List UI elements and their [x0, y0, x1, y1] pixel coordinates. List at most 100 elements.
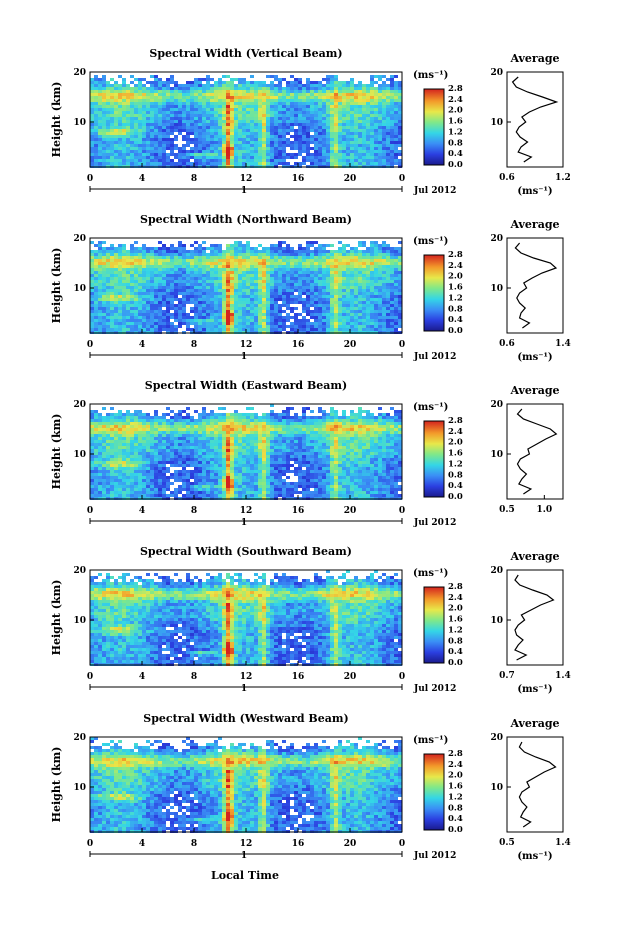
heatmap-cell — [250, 286, 254, 289]
heatmap-cell — [194, 159, 198, 162]
heatmap-cell — [198, 289, 202, 292]
heatmap-cell — [374, 265, 378, 268]
heatmap-cell — [118, 467, 122, 470]
heatmap-cell — [358, 105, 362, 108]
heatmap-cell — [286, 268, 290, 271]
heatmap-cell — [198, 99, 202, 102]
heatmap-cell — [358, 322, 362, 325]
heatmap-cell — [186, 274, 190, 277]
heatmap-cell — [106, 437, 110, 440]
heatmap-cell — [118, 322, 122, 325]
heatmap-cell — [330, 292, 334, 295]
heatmap-cell — [342, 162, 346, 165]
heatmap-cell — [250, 108, 254, 111]
heatmap-cell — [302, 265, 306, 268]
heatmap-cell — [114, 455, 118, 458]
heatmap-cell — [194, 120, 198, 123]
heatmap-cell — [94, 159, 98, 162]
heatmap-cell — [198, 93, 202, 96]
heatmap-cell — [102, 274, 106, 277]
heatmap-cell — [118, 325, 122, 328]
heatmap-cell — [378, 250, 382, 253]
heatmap-cell — [138, 138, 142, 141]
heatmap-cell — [122, 488, 126, 491]
heatmap-cell — [162, 96, 166, 99]
heatmap-cell — [350, 150, 354, 153]
heatmap-cell — [210, 316, 214, 319]
heatmap-cell — [130, 440, 134, 443]
heatmap-cell — [130, 120, 134, 123]
colorbar-tick-label: 2.0 — [448, 106, 463, 116]
heatmap-cell — [398, 135, 402, 138]
heatmap-cell — [162, 93, 166, 96]
heatmap-cell — [362, 307, 366, 310]
heatmap-cell — [258, 292, 262, 295]
heatmap-cell — [210, 277, 214, 280]
heatmap-cell — [102, 250, 106, 253]
heatmap-cell — [322, 108, 326, 111]
heatmap-cell — [166, 268, 170, 271]
heatmap-cell — [306, 313, 310, 316]
heatmap-cell — [338, 84, 342, 87]
heatmap-cell — [218, 144, 222, 147]
heatmap-cell — [150, 111, 154, 114]
heatmap-cell — [358, 126, 362, 129]
heatmap-cell — [374, 156, 378, 159]
heatmap-cell — [298, 244, 302, 247]
heatmap-cell — [246, 259, 250, 262]
heatmap-cell — [398, 322, 402, 325]
heatmap-cell — [126, 135, 130, 138]
heatmap-cell — [258, 114, 262, 117]
heatmap-cell — [182, 268, 186, 271]
heatmap-cell — [114, 419, 118, 422]
heatmap-cell — [282, 262, 286, 265]
heatmap-cell — [250, 262, 254, 265]
heatmap-cell — [326, 75, 330, 78]
heatmap-cell — [294, 322, 298, 325]
heatmap-cell — [278, 268, 282, 271]
heatmap-cell — [382, 244, 386, 247]
heatmap-cell — [222, 162, 226, 165]
heatmap-cell — [110, 289, 114, 292]
heatmap-cell — [274, 138, 278, 141]
heatmap-cell — [206, 138, 210, 141]
heatmap-cell — [94, 274, 98, 277]
heatmap-cell — [278, 292, 282, 295]
heatmap-cell — [174, 99, 178, 102]
heatmap-cell — [142, 141, 146, 144]
heatmap-cell — [318, 138, 322, 141]
heatmap-cell — [126, 84, 130, 87]
heatmap-cell — [354, 319, 358, 322]
heatmap-cell — [142, 265, 146, 268]
heatmap-cell — [354, 280, 358, 283]
heatmap-cell — [326, 280, 330, 283]
heatmap-cell — [318, 126, 322, 129]
heatmap-cell — [350, 289, 354, 292]
heatmap-cell — [158, 117, 162, 120]
heatmap-cell — [282, 283, 286, 286]
heatmap-cell — [150, 96, 154, 99]
heatmap-cell — [114, 461, 118, 464]
heatmap-cell — [354, 138, 358, 141]
heatmap-cell — [382, 292, 386, 295]
heatmap-cell — [246, 295, 250, 298]
heatmap-cell — [206, 141, 210, 144]
heatmap-cell — [94, 289, 98, 292]
heatmap-cell — [294, 253, 298, 256]
heatmap-cell — [118, 99, 122, 102]
heatmap-cell — [282, 319, 286, 322]
heatmap-cell — [338, 111, 342, 114]
heatmap-cell — [158, 262, 162, 265]
heatmap-cell — [94, 322, 98, 325]
heatmap-cell — [378, 126, 382, 129]
heatmap-cell — [346, 108, 350, 111]
heatmap-cell — [318, 105, 322, 108]
heatmap-cell — [222, 147, 226, 150]
heatmap-cell — [346, 280, 350, 283]
heatmap-cell — [322, 316, 326, 319]
heatmap-cell — [370, 262, 374, 265]
heatmap-cell — [306, 108, 310, 111]
heatmap-cell — [102, 135, 106, 138]
heatmap-cell — [334, 123, 338, 126]
heatmap-cell — [90, 413, 94, 416]
